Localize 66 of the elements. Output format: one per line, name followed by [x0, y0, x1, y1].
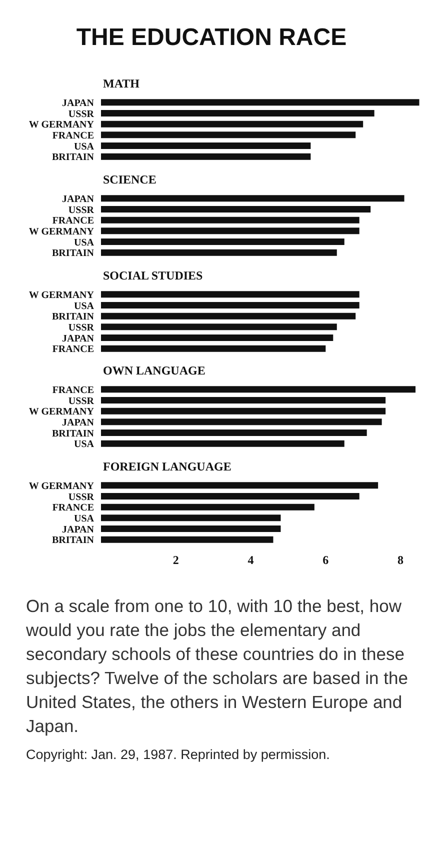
bar [101, 194, 404, 202]
chart-title: SCIENCE [103, 172, 156, 186]
bar [101, 216, 360, 224]
y-tick-label: USSR [68, 108, 95, 120]
y-tick-label: USSR [68, 204, 95, 216]
y-tick-label: JAPAN [62, 418, 95, 429]
bar [101, 206, 371, 212]
x-tick-label: 6 [322, 553, 329, 568]
y-tick-label: USA [74, 439, 95, 450]
y-tick-label: BRITAIN [52, 311, 95, 322]
chart-title: THE EDUCATION RACE [75, 23, 348, 53]
y-tick-label: BRITAIN [52, 152, 95, 164]
x-tick-label: 8 [398, 553, 404, 568]
bar [101, 249, 337, 256]
y-tick-label: BRITAIN [52, 248, 95, 259]
y-tick-label: JAPAN [62, 332, 95, 344]
y-tick-label: USA [74, 300, 95, 312]
y-tick-label: USA [74, 141, 95, 152]
y-tick-label: BRITAIN [52, 535, 95, 546]
y-tick-label: W GERMANY [28, 120, 95, 131]
bar [101, 344, 326, 352]
text: Copyright: Jan. 29, 1987. Reprinted by permission. [25, 746, 331, 764]
bar [101, 142, 311, 149]
y-tick-label: USA [74, 237, 95, 248]
y-tick-label: USSR [68, 322, 95, 334]
x-tick-label: 2 [172, 553, 179, 568]
bar [101, 504, 314, 511]
y-tick-label: JAPAN [62, 524, 95, 536]
text: On a scale from one to 10, with 10 the best, how would you rate the jobs the elementary and secondary schools of these countries do in these subjects? Twelve of the scholars are based in the United States, the others in Western Europe and Japan. [25, 594, 409, 738]
bar [101, 323, 337, 330]
bar [101, 238, 344, 245]
y-tick-label: JAPAN [62, 98, 95, 109]
y-tick-label: USSR [68, 492, 95, 503]
y-tick-label: USA [74, 514, 95, 525]
y-tick-label: USSR [68, 396, 95, 408]
chart-title: FOREIGN LANGUAGE [103, 460, 232, 474]
y-tick-label: FRANCE [52, 385, 94, 396]
bar [101, 153, 311, 160]
bar [101, 120, 364, 128]
y-tick-label: FRANCE [52, 344, 94, 355]
bar [101, 493, 360, 500]
y-tick-label: FRANCE [52, 215, 94, 226]
x-tick-label: 4 [248, 553, 254, 568]
bar [101, 334, 334, 341]
bar [101, 110, 374, 116]
bar [101, 514, 281, 522]
bar [101, 290, 360, 298]
bar [101, 536, 274, 544]
y-tick-label: W GERMANY [28, 290, 95, 301]
chart-title: OWN LANGUAGE [103, 364, 206, 378]
y-tick-label: W GERMANY [28, 226, 95, 238]
bar [101, 312, 356, 319]
y-tick-label: W GERMANY [28, 406, 95, 418]
bar [101, 132, 356, 138]
chart-title: SOCIAL STUDIES [103, 268, 204, 282]
y-tick-label: FRANCE [52, 502, 94, 514]
y-tick-label: JAPAN [62, 194, 95, 205]
chart-subtitle: MATH [103, 76, 140, 90]
bar [101, 227, 360, 234]
bar [101, 526, 281, 532]
bar [101, 482, 378, 489]
bar [101, 99, 420, 106]
y-tick-label: BRITAIN [52, 428, 95, 440]
bar [101, 302, 360, 308]
y-tick-label: FRANCE [52, 130, 94, 142]
y-tick-label: W GERMANY [28, 481, 95, 492]
